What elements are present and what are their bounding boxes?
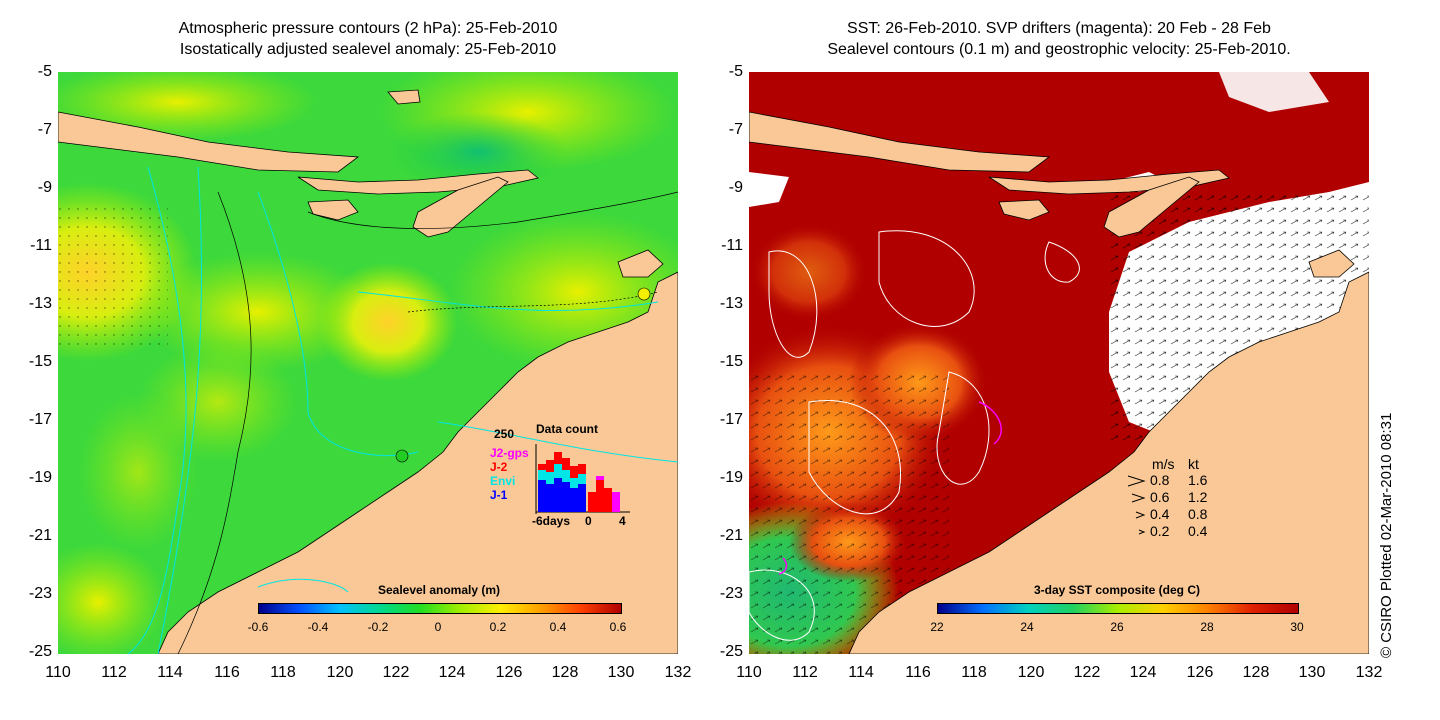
right-xtick: 132: [1355, 664, 1383, 681]
sealevel-map-svg: [58, 72, 678, 654]
credit-text: © CSIRO Plotted 02-Mar-2010 08:31: [1378, 412, 1395, 658]
right-ytick: -17: [719, 411, 743, 428]
inset-histogram: [535, 444, 630, 514]
inset-legend-j1: J-1: [490, 488, 508, 502]
sst-tick: 30: [1290, 620, 1304, 634]
right-xtick: 120: [1017, 664, 1045, 681]
sla-tick: -0.4: [307, 620, 329, 634]
legend-row-kt: 1.2: [1188, 489, 1208, 505]
left-ytick: -21: [28, 527, 52, 544]
right-xtick: 128: [1242, 664, 1270, 681]
sla-tick: -0.6: [247, 620, 269, 634]
legend-arrow-icons: [1127, 475, 1146, 535]
sla-tick: 0.4: [549, 620, 567, 634]
legend-row-ms: 0.6: [1150, 489, 1170, 505]
left-ytick: -17: [28, 411, 52, 428]
inset-ymax: 250: [494, 427, 515, 441]
inset-xlabel: 4: [619, 514, 626, 528]
left-ytick: -7: [37, 121, 52, 138]
sla-tick: -0.2: [367, 620, 389, 634]
sst-map-svg: [749, 72, 1369, 654]
right-ytick: -21: [719, 527, 743, 544]
sla-tick: 0.2: [489, 620, 507, 634]
sst-tick: 22: [930, 620, 944, 634]
inset-legend-envi: Envi: [490, 474, 516, 488]
left-ytick: -19: [28, 469, 52, 486]
left-xtick: 124: [438, 664, 466, 681]
left-ytick: -13: [28, 295, 52, 312]
right-xtick: 116: [905, 664, 931, 681]
sla-colorbar-title: Sealevel anomaly (m): [377, 583, 501, 597]
right-title-line2: Sealevel contours (0.1 m) and geostrophi…: [827, 41, 1291, 58]
left-xtick: 126: [495, 664, 523, 681]
left-ytick: -15: [28, 353, 52, 370]
left-xtick: 114: [157, 664, 183, 681]
sst-colorbar: [937, 603, 1299, 614]
inset-xlabel: 0: [585, 514, 592, 528]
left-xtick: 132: [664, 664, 692, 681]
legend-row-kt: 1.6: [1188, 472, 1208, 488]
right-ytick: -5: [728, 63, 743, 80]
right-xtick: 122: [1073, 664, 1101, 681]
legend-row-kt: 0.8: [1188, 506, 1208, 522]
velocity-legend: m/s kt 0.8 1.6 0.6 1.2 0.4 0.8 0.2 0.4: [1126, 456, 1236, 546]
legend-header-ms: m/s: [1152, 456, 1175, 472]
sst-tick: 26: [1110, 620, 1124, 634]
data-count-inset: 250 Data count J2-gps J-2 Envi J-1 -6day…: [488, 420, 638, 530]
legend-row-kt: 0.4: [1188, 523, 1208, 539]
left-xtick: 116: [214, 664, 240, 681]
left-xtick: 130: [607, 664, 635, 681]
legend-row-ms: 0.2: [1150, 523, 1170, 539]
inset-xlabel: -6days: [532, 514, 571, 528]
left-xtick: 122: [382, 664, 410, 681]
left-xtick: 128: [551, 664, 579, 681]
right-xtick: 110: [736, 664, 762, 681]
right-xtick: 118: [961, 664, 987, 681]
sla-tick: 0: [434, 620, 442, 634]
sst-tick: 24: [1020, 620, 1034, 634]
right-ytick: -19: [719, 469, 743, 486]
legend-header-kt: kt: [1188, 456, 1199, 472]
left-ytick: -5: [37, 63, 52, 80]
left-xtick: 110: [45, 664, 71, 681]
left-xtick: 118: [270, 664, 296, 681]
legend-row-ms: 0.8: [1150, 472, 1170, 488]
left-xtick: 120: [326, 664, 354, 681]
sst-map[interactable]: [749, 72, 1369, 654]
right-ytick: -23: [719, 585, 743, 602]
left-title-line2: Isostatically adjusted sealevel anomaly:…: [179, 41, 557, 58]
right-ytick: -7: [728, 121, 743, 138]
right-xtick: 124: [1129, 664, 1157, 681]
right-xtick: 130: [1298, 664, 1326, 681]
inset-legend-j2gps: J2-gps: [490, 446, 529, 460]
left-title-line1: Atmospheric pressure contours (2 hPa): 2…: [178, 20, 558, 37]
right-ytick: -15: [719, 353, 743, 370]
right-title-line1: SST: 26-Feb-2010. SVP drifters (magenta)…: [847, 20, 1271, 37]
sla-colorbar: [258, 603, 622, 614]
left-ytick: -11: [30, 237, 52, 254]
right-ytick: -11: [721, 237, 743, 254]
right-ytick: -25: [719, 643, 743, 660]
left-xtick: 112: [101, 664, 127, 681]
right-xtick: 126: [1186, 664, 1214, 681]
right-ytick: -13: [719, 295, 743, 312]
inset-legend-j2: J-2: [490, 460, 508, 474]
inset-title: Data count: [536, 422, 599, 436]
sealevel-anomaly-map[interactable]: [58, 72, 678, 654]
right-xtick: 114: [848, 664, 874, 681]
right-ytick: -9: [728, 179, 743, 196]
left-ytick: -25: [28, 643, 52, 660]
left-ytick: -23: [28, 585, 52, 602]
sla-tick: 0.6: [609, 620, 627, 634]
left-ytick: -9: [37, 179, 52, 196]
right-xtick: 112: [792, 664, 818, 681]
sst-tick: 28: [1200, 620, 1214, 634]
legend-row-ms: 0.4: [1150, 506, 1170, 522]
sst-colorbar-title: 3-day SST composite (deg C): [1033, 583, 1201, 597]
